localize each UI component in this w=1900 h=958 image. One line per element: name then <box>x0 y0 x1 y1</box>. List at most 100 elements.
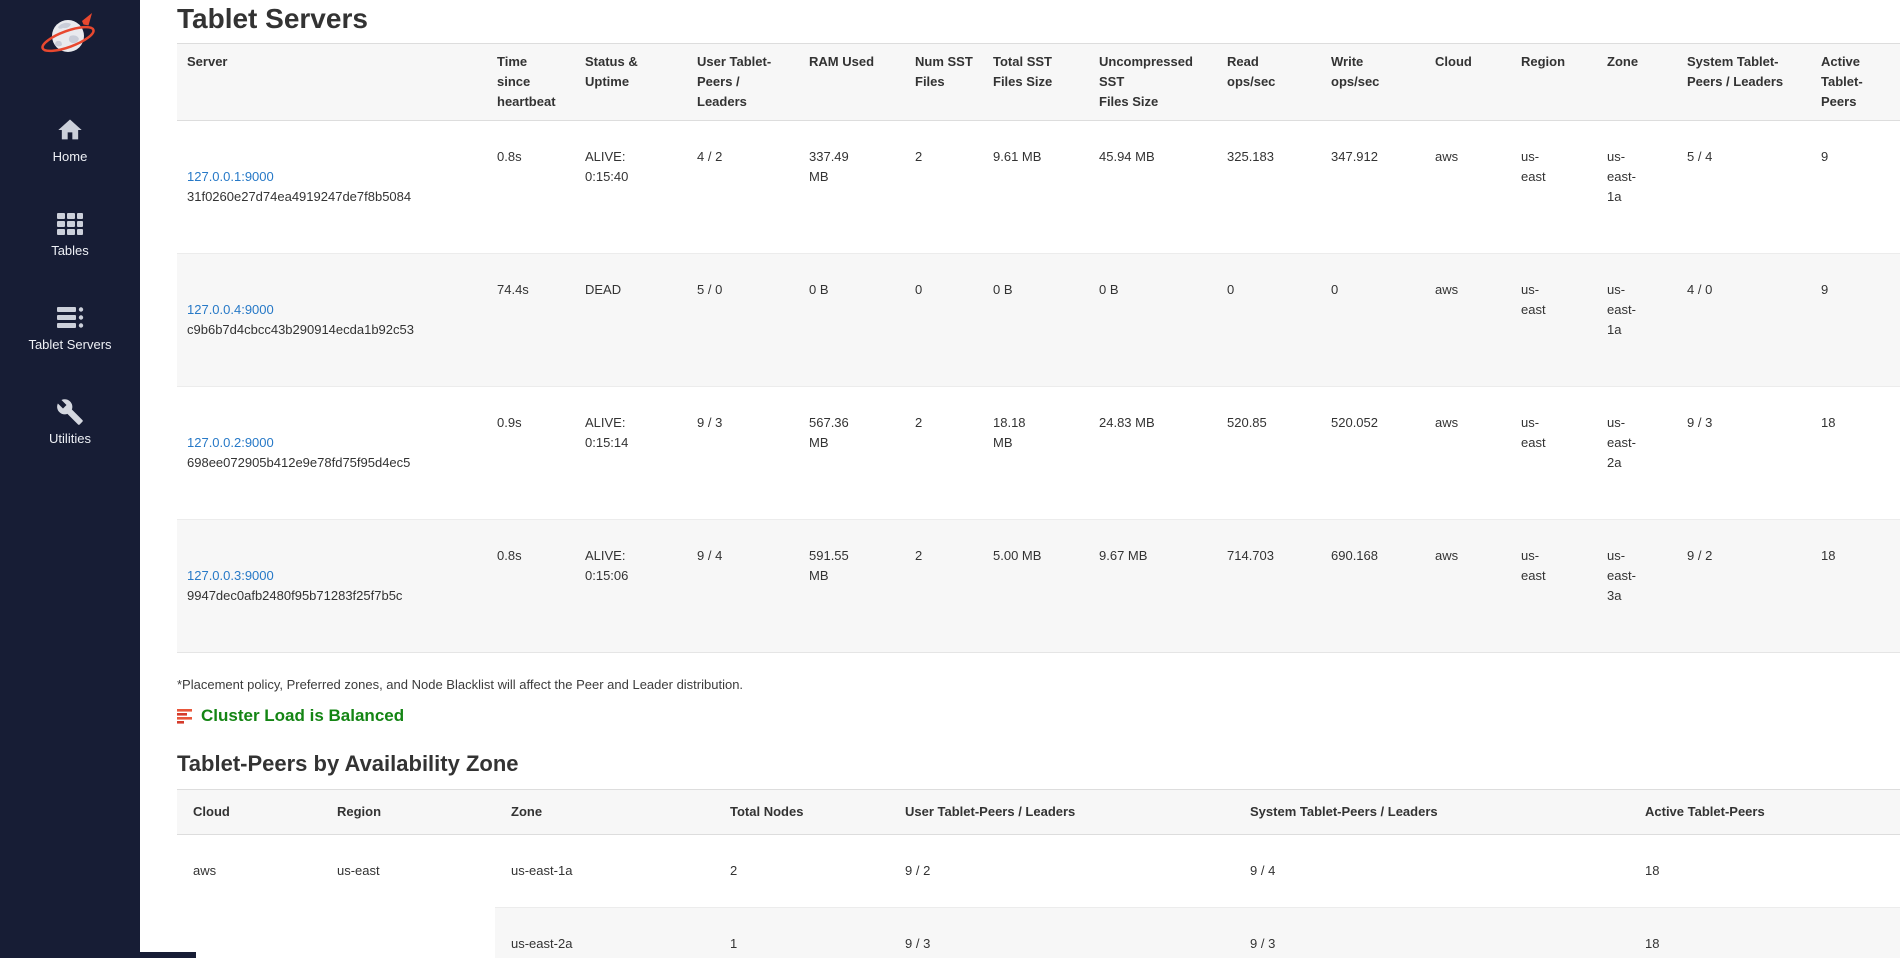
server-address-link[interactable]: 127.0.0.1:9000 <box>187 169 274 185</box>
sidebar-item-label: Tables <box>51 243 89 258</box>
cell-cloud: aws <box>1425 386 1511 520</box>
cell-region: us- east <box>1511 253 1597 387</box>
cell-system-tablet-peers: 9 / 3 <box>1677 386 1811 520</box>
utilities-icon <box>57 399 83 425</box>
col-header-total-nodes: Total Nodes <box>714 789 889 835</box>
server-address-link[interactable]: 127.0.0.2:9000 <box>187 435 274 451</box>
cell-server: 127.0.0.4:9000 c9b6b7d4cbcc43b290914ecda… <box>177 253 487 387</box>
section-title: Tablet-Peers by Availability Zone <box>177 751 519 777</box>
cluster-load-icon <box>177 709 192 724</box>
cell-region: us-east <box>337 862 380 878</box>
app-logo[interactable] <box>0 0 140 58</box>
cell-user-tablet-peers: 5 / 0 <box>687 253 799 387</box>
sidebar-item-tables[interactable]: Tables <box>0 210 140 260</box>
server-uuid: 31f0260e27d74ea4919247de7f8b5084 <box>187 189 412 205</box>
cell-user-tablet-peers: 9 / 3 <box>889 906 1234 958</box>
table-row: 127.0.0.1:9000 31f0260e27d74ea4919247de7… <box>177 121 1900 254</box>
cell-active-tablet-peers: 18 <box>1811 519 1900 653</box>
cell-zone: us- east- 3a <box>1597 519 1677 653</box>
cell-zone: us- east- 1a <box>1607 149 1636 205</box>
sidebar-item-utilities[interactable]: Utilities <box>0 398 140 448</box>
cell-zone: us-east-1a <box>511 862 573 878</box>
server-address-link[interactable]: 127.0.0.3:9000 <box>187 568 274 584</box>
cell-zone: us- east- 1a <box>1597 253 1677 387</box>
table-row: 127.0.0.3:9000 9947dec0afb2480f95b71283f… <box>177 519 1900 653</box>
sidebar-nav: Home Tables Tablet Servers Utilities <box>0 116 140 448</box>
cell-read-ops: 714.703 <box>1217 519 1321 653</box>
sidebar-item-home[interactable]: Home <box>0 116 140 166</box>
cell-region: us- east <box>1521 149 1546 185</box>
page-title: Tablet Servers <box>177 3 368 34</box>
cell-system-tablet-peers: 4 / 0 <box>1677 253 1811 387</box>
cell-read-ops: 520.85 <box>1217 386 1321 520</box>
cell-heartbeat: 0.8s <box>497 149 522 165</box>
col-header-active-tablet-peers: Active Tablet- Peers <box>1811 43 1900 122</box>
cell-num-sst: 2 <box>905 386 983 520</box>
cell-status: ALIVE: 0:15:06 <box>575 519 687 653</box>
cell-system-tablet-peers: 9 / 3 <box>1234 906 1629 958</box>
col-header-server: Server <box>177 43 487 122</box>
cell-user-tablet-peers: 4 / 2 <box>697 149 723 165</box>
cell-active-tablet-peers: 18 <box>1811 386 1900 520</box>
col-header-total-sst: Total SST Files Size <box>983 43 1089 122</box>
cell-total-nodes: 2 <box>730 862 738 878</box>
col-header-system-tablet-peers: System Tablet-Peers / Leaders <box>1234 789 1629 835</box>
col-header-region: Region <box>321 789 495 835</box>
cell-ram: 0 B <box>799 253 905 387</box>
sidebar-item-label: Utilities <box>49 431 91 446</box>
col-header-user-tablet-peers: User Tablet- Peers / Leaders <box>687 43 799 122</box>
cell-total-sst: 0 B <box>983 253 1089 387</box>
server-address-link[interactable]: 127.0.0.4:9000 <box>187 302 274 318</box>
col-header-zone: Zone <box>1597 43 1677 122</box>
table-row: us-east-2a 1 9 / 3 9 / 3 18 <box>177 906 1900 958</box>
main-content: Tablet Servers Server Time since heartbe… <box>140 0 1900 958</box>
col-header-write-ops: Write ops/sec <box>1321 43 1425 122</box>
col-header-cloud: Cloud <box>1425 43 1511 122</box>
col-header-read-ops: Read ops/sec <box>1217 43 1321 122</box>
bottom-footer-strip <box>0 952 196 958</box>
cell-cloud: aws <box>193 862 217 878</box>
cell-total-nodes: 1 <box>714 906 889 958</box>
zones-table: Cloud Region Zone Total Nodes User Table… <box>177 788 1900 958</box>
table-row: 127.0.0.4:9000 c9b6b7d4cbcc43b290914ecda… <box>177 253 1900 387</box>
server-uuid: 9947dec0afb2480f95b71283f25f7b5c <box>187 588 403 604</box>
planet-rocket-logo-icon <box>41 13 95 53</box>
cell-heartbeat: 74.4s <box>487 253 575 387</box>
cell-write-ops: 0 <box>1321 253 1425 387</box>
cluster-load-status: Cluster Load is Balanced <box>177 706 1900 726</box>
cell-num-sst: 2 <box>915 149 923 165</box>
cell-heartbeat: 0.9s <box>487 386 575 520</box>
cell-read-ops: 0 <box>1217 253 1321 387</box>
col-header-active-tablet-peers: Active Tablet-Peers <box>1629 789 1900 835</box>
server-uuid: c9b6b7d4cbcc43b290914ecda1b92c53 <box>187 322 414 338</box>
cell-total-sst: 18.18 MB <box>983 386 1089 520</box>
cell-user-tablet-peers: 9 / 3 <box>687 386 799 520</box>
placement-policy-footnote: *Placement policy, Preferred zones, and … <box>177 677 744 693</box>
cell-region: us- east <box>1511 519 1597 653</box>
cell-ram: 567.36 MB <box>799 386 905 520</box>
cell-uncompressed-sst: 24.83 MB <box>1089 386 1217 520</box>
table-header-row: Cloud Region Zone Total Nodes User Table… <box>177 789 1900 835</box>
cell-server: 127.0.0.3:9000 9947dec0afb2480f95b71283f… <box>177 519 487 653</box>
cell-num-sst: 2 <box>905 519 983 653</box>
cell-ram: 591.55 MB <box>799 519 905 653</box>
cell-active-tablet-peers: 9 <box>1811 253 1900 387</box>
tables-icon <box>57 213 83 235</box>
cell-system-tablet-peers: 9 / 4 <box>1250 862 1276 878</box>
cell-zone: us-east-2a <box>495 906 714 958</box>
table-header-row: Server Time since heartbeat Status & Upt… <box>177 43 1900 122</box>
cell-uncompressed-sst: 9.67 MB <box>1089 519 1217 653</box>
tablet-servers-table: Server Time since heartbeat Status & Upt… <box>177 43 1900 654</box>
sidebar-item-label: Tablet Servers <box>28 337 112 352</box>
cell-active-tablet-peers: 18 <box>1629 906 1900 958</box>
col-header-num-sst: Num SST Files <box>905 43 983 122</box>
sidebar-item-tablet-servers[interactable]: Tablet Servers <box>0 304 140 354</box>
col-header-uncompressed-sst: Uncompressed SST Files Size <box>1089 43 1217 122</box>
sidebar-item-label: Home <box>52 149 88 164</box>
cell-total-sst: 9.61 MB <box>993 149 1042 165</box>
cell-system-tablet-peers: 5 / 4 <box>1687 149 1713 165</box>
cell-user-tablet-peers: 9 / 4 <box>687 519 799 653</box>
cell-write-ops: 690.168 <box>1321 519 1425 653</box>
col-header-user-tablet-peers: User Tablet-Peers / Leaders <box>889 789 1234 835</box>
cell-ram: 337.49 MB <box>809 149 849 185</box>
